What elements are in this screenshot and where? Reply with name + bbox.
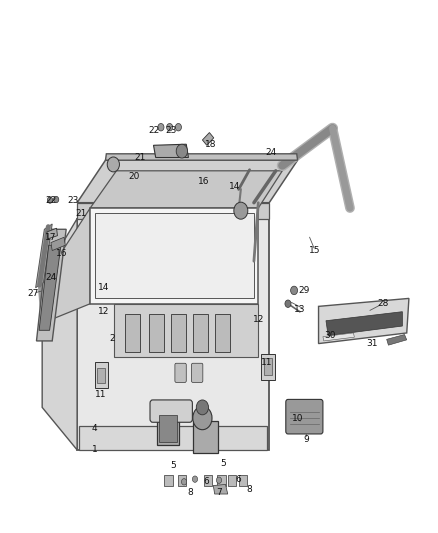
Text: 20: 20	[128, 172, 140, 181]
Polygon shape	[193, 421, 218, 453]
Text: 9: 9	[304, 435, 309, 444]
Text: 4: 4	[92, 424, 97, 433]
Polygon shape	[239, 475, 247, 486]
Text: 28: 28	[377, 299, 389, 308]
Text: 17: 17	[45, 233, 57, 242]
Text: 1: 1	[92, 446, 97, 455]
Text: 14: 14	[98, 283, 109, 292]
Text: 16: 16	[56, 249, 67, 258]
Circle shape	[166, 124, 173, 131]
Text: 7: 7	[216, 488, 222, 497]
Polygon shape	[318, 298, 409, 344]
Text: 29: 29	[298, 286, 310, 295]
Text: 22: 22	[45, 196, 57, 205]
Text: 31: 31	[366, 339, 378, 348]
Circle shape	[158, 124, 164, 131]
Circle shape	[196, 400, 208, 415]
Text: 5: 5	[220, 459, 226, 467]
Text: 23: 23	[165, 126, 177, 135]
Circle shape	[216, 477, 222, 483]
Polygon shape	[77, 219, 269, 450]
Text: 11: 11	[95, 390, 107, 399]
Polygon shape	[49, 208, 90, 320]
Circle shape	[192, 476, 198, 482]
Text: 12: 12	[98, 307, 109, 316]
FancyBboxPatch shape	[261, 354, 275, 379]
Polygon shape	[149, 314, 164, 352]
Polygon shape	[159, 415, 177, 442]
Text: 12: 12	[253, 315, 264, 324]
Polygon shape	[106, 154, 297, 160]
FancyBboxPatch shape	[95, 362, 108, 387]
Text: 16: 16	[198, 177, 209, 186]
Circle shape	[107, 157, 120, 172]
Circle shape	[181, 479, 187, 485]
Polygon shape	[125, 314, 141, 352]
Polygon shape	[171, 314, 186, 352]
Circle shape	[290, 286, 297, 295]
Text: 21: 21	[135, 153, 146, 162]
Text: 18: 18	[205, 140, 216, 149]
Polygon shape	[326, 312, 403, 336]
Circle shape	[234, 202, 248, 219]
Polygon shape	[114, 304, 258, 357]
Text: 15: 15	[309, 246, 321, 255]
Polygon shape	[228, 475, 237, 486]
Polygon shape	[97, 368, 106, 383]
Polygon shape	[323, 333, 354, 341]
Polygon shape	[42, 219, 77, 450]
Polygon shape	[36, 229, 66, 341]
Polygon shape	[35, 224, 52, 288]
Polygon shape	[215, 314, 230, 352]
Text: 8: 8	[188, 488, 194, 497]
Text: 24: 24	[45, 273, 57, 281]
Text: 27: 27	[28, 288, 39, 297]
Polygon shape	[204, 475, 212, 486]
Polygon shape	[77, 203, 269, 219]
Polygon shape	[213, 484, 228, 494]
Polygon shape	[264, 358, 272, 375]
Polygon shape	[90, 171, 283, 208]
Text: 8: 8	[247, 485, 252, 494]
Circle shape	[53, 196, 59, 203]
Polygon shape	[177, 475, 186, 486]
Text: 30: 30	[325, 331, 336, 340]
FancyBboxPatch shape	[150, 400, 192, 422]
Text: 10: 10	[292, 414, 304, 423]
Circle shape	[285, 300, 291, 308]
FancyBboxPatch shape	[175, 364, 186, 382]
Text: 6: 6	[236, 475, 241, 483]
Text: 13: 13	[294, 304, 306, 313]
Polygon shape	[79, 426, 267, 450]
Text: 11: 11	[261, 358, 273, 367]
Circle shape	[175, 124, 181, 131]
Polygon shape	[51, 237, 65, 251]
Text: 22: 22	[148, 126, 159, 135]
Polygon shape	[77, 160, 297, 203]
Text: 5: 5	[170, 462, 176, 470]
Polygon shape	[47, 228, 57, 239]
Polygon shape	[153, 144, 188, 158]
Circle shape	[193, 406, 212, 430]
Polygon shape	[193, 314, 208, 352]
FancyBboxPatch shape	[286, 399, 323, 434]
Polygon shape	[202, 133, 214, 146]
Polygon shape	[387, 335, 407, 345]
FancyBboxPatch shape	[191, 364, 203, 382]
Circle shape	[176, 144, 187, 158]
Text: 21: 21	[76, 209, 87, 218]
Polygon shape	[95, 213, 254, 298]
Text: 24: 24	[266, 148, 277, 157]
Polygon shape	[90, 208, 258, 304]
Polygon shape	[217, 475, 226, 486]
Polygon shape	[39, 245, 61, 330]
Polygon shape	[164, 475, 173, 486]
Circle shape	[47, 197, 53, 203]
Polygon shape	[157, 413, 179, 445]
Text: 2: 2	[109, 334, 115, 343]
Text: 23: 23	[67, 196, 78, 205]
Text: 6: 6	[203, 478, 209, 486]
Text: 14: 14	[229, 182, 240, 191]
